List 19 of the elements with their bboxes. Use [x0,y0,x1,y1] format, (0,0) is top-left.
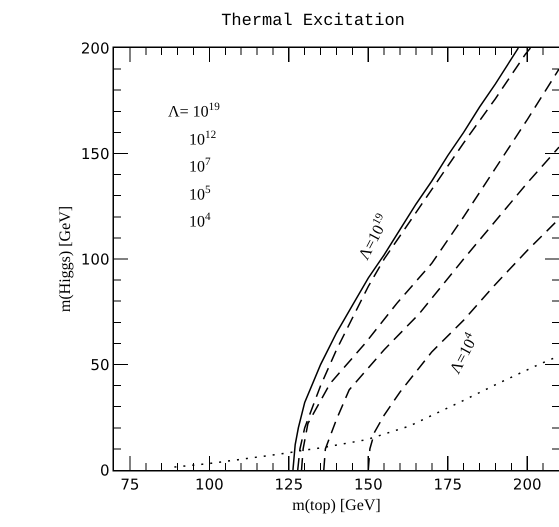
x-tick-label: 150 [354,476,383,494]
y-tick-label: 200 [80,39,110,58]
x-tick-label: 75 [120,476,140,494]
annotation: 10$^{5}$ [189,184,211,204]
annotation: 10$^{4}$ [189,211,211,231]
annotation: 10$^{12}$ [189,129,216,149]
x-tick-label: 200 [512,476,542,494]
y-axis-title: m(Higgs) [GeV] [57,206,74,312]
annotation: 10$^{7}$ [189,156,211,176]
y-tick-label: 100 [80,250,110,268]
y-tick-label: 0 [100,461,110,480]
annotation: Λ= 10$^{19}$ [168,101,220,121]
chart-title: Thermal Excitation [221,12,405,32]
x-axis-title: m(top) [GeV] [292,496,381,514]
y-tick-label: 150 [80,144,110,163]
x-tick-label: 125 [274,476,304,494]
x-tick-label: 175 [433,476,462,494]
y-tick-label: 50 [90,356,110,374]
x-tick-label: 100 [195,476,224,494]
